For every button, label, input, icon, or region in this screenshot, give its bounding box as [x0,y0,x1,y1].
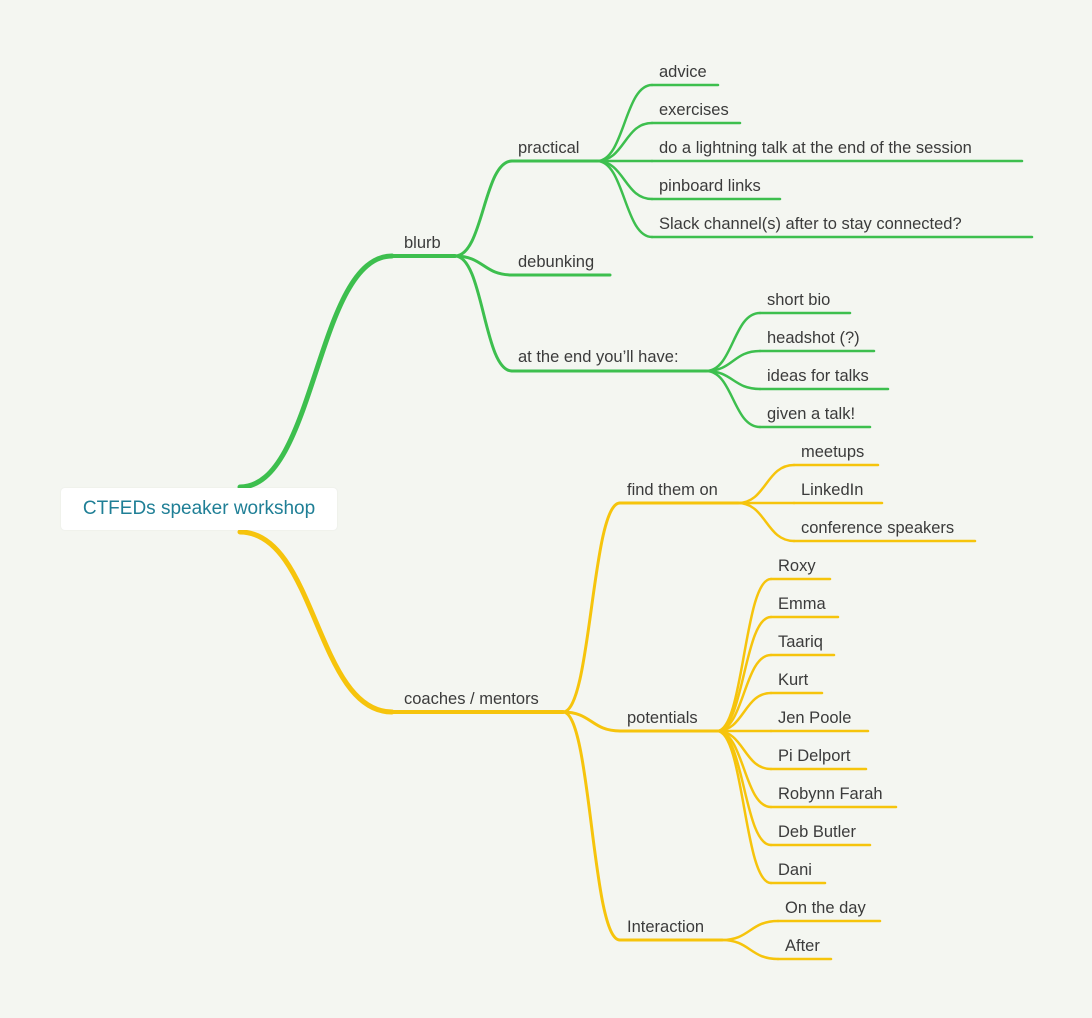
node-taariq[interactable]: Taariq [778,633,823,651]
node-lightning-talk[interactable]: do a lightning talk at the end of the se… [659,139,972,157]
connector-potentials-item [715,615,773,733]
node-pinboard-links[interactable]: pinboard links [659,177,761,195]
connector-potentials-item [715,653,773,733]
node-kurt[interactable]: Kurt [778,671,809,689]
node-given-a-talk[interactable]: given a talk! [767,405,856,423]
node-meetups[interactable]: meetups [801,443,865,461]
node-potentials[interactable]: potentials [627,709,698,727]
connector-find-item [736,501,796,543]
node-practical[interactable]: practical [518,139,580,157]
node-deb-butler[interactable]: Deb Butler [778,823,856,841]
connector-root-blurb [237,253,395,490]
connector-practical-item [595,159,654,201]
connector-potentials-item [715,729,773,809]
connector-practical-item [595,83,654,163]
connector-potentials-item [715,577,773,733]
node-short-bio[interactable]: short bio [767,291,831,309]
connector-coaches-interaction [561,710,622,942]
node-dani[interactable]: Dani [778,861,812,879]
node-pi-delport[interactable]: Pi Delport [778,747,851,765]
node-emma[interactable]: Emma [778,595,826,613]
node-on-the-day[interactable]: On the day [785,899,866,917]
node-slack-channel[interactable]: Slack channel(s) after to stay connected… [659,215,962,233]
connector-end-item [704,369,762,429]
node-roxy[interactable]: Roxy [778,557,816,575]
root-node[interactable]: CTFEDs speaker workshop [61,488,337,530]
node-ideas-for-talks[interactable]: ideas for talks [767,367,869,385]
connector-blurb-end [453,254,514,373]
node-debunking[interactable]: debunking [518,253,595,271]
node-at-the-end[interactable]: at the end you’ll have: [518,348,679,366]
node-advice[interactable]: advice [659,63,707,81]
connector-practical-item [595,121,654,163]
node-blurb[interactable]: blurb [404,234,441,252]
node-exercises[interactable]: exercises [659,101,729,119]
connector-end-item [704,311,762,373]
node-jen-poole[interactable]: Jen Poole [778,709,852,727]
connector-potentials-item [715,729,773,885]
node-conference-speakers[interactable]: conference speakers [801,519,955,537]
node-headshot[interactable]: headshot (?) [767,329,860,347]
node-find-them-on[interactable]: find them on [627,481,718,499]
node-after[interactable]: After [785,937,820,955]
connector-blurb-practical [453,159,514,258]
connector-find-item [736,463,796,505]
node-linkedin[interactable]: LinkedIn [801,481,864,499]
node-coaches-mentors[interactable]: coaches / mentors [404,690,539,708]
connector-interaction-item [720,938,780,961]
connector-practical-item [595,159,654,239]
node-robynn-farah[interactable]: Robynn Farah [778,785,883,803]
connector-coaches-potentials [561,710,622,733]
connector-root-coaches [237,529,395,715]
connector-interaction-item [720,919,780,942]
connector-coaches-find [561,501,622,714]
node-interaction[interactable]: Interaction [627,918,705,936]
connector-blurb-debunking [453,254,514,277]
